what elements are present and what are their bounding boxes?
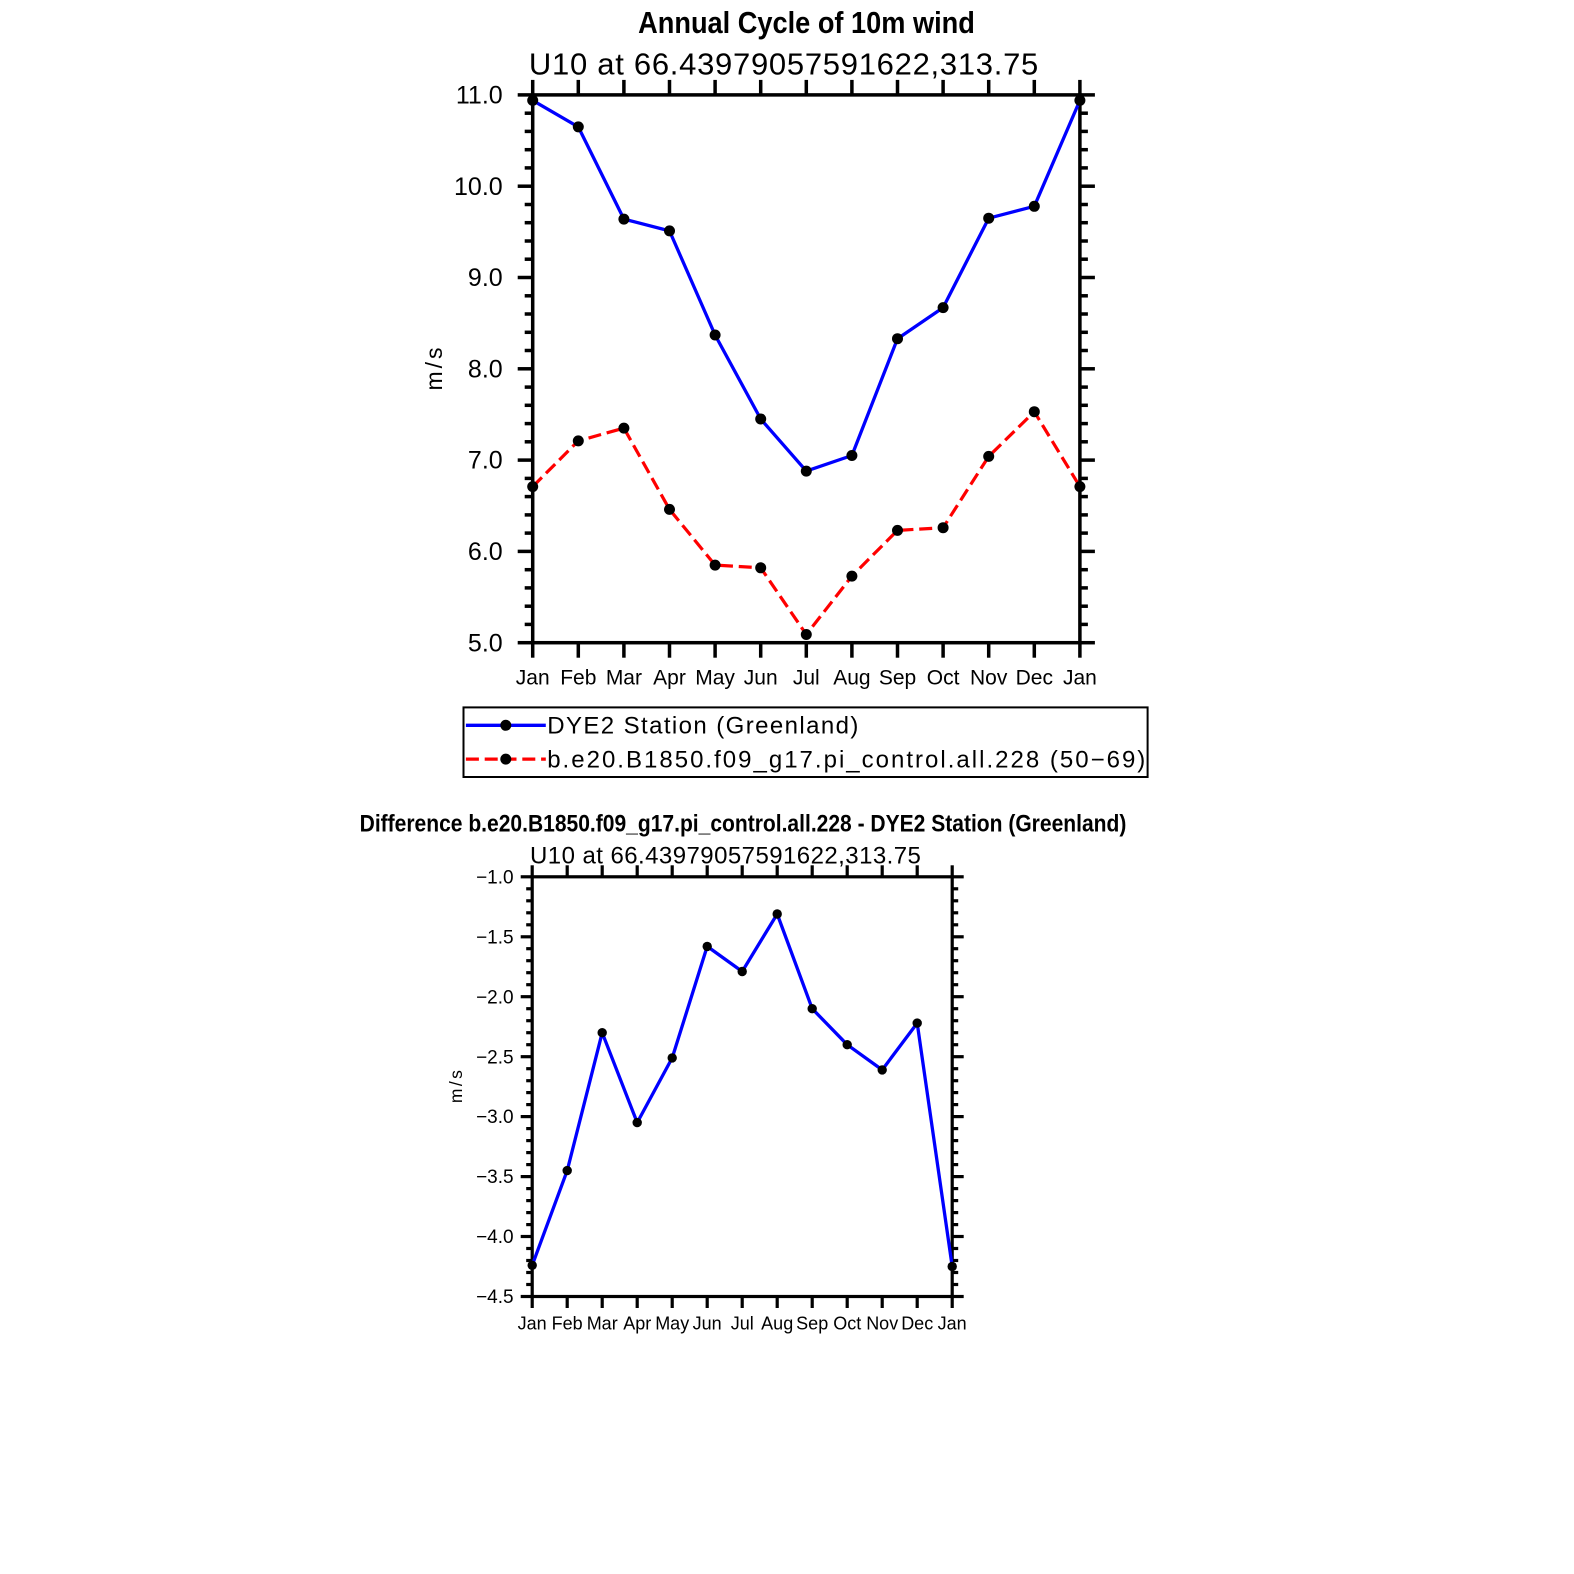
svg-text:Dec: Dec xyxy=(1016,667,1053,690)
svg-text:Difference b.e20.B1850.f09_g17: Difference b.e20.B1850.f09_g17.pi_contro… xyxy=(360,811,1127,838)
svg-text:5.0: 5.0 xyxy=(468,629,503,657)
svg-text:Aug: Aug xyxy=(761,1314,793,1334)
svg-text:Sep: Sep xyxy=(796,1314,828,1334)
svg-text:Jun: Jun xyxy=(693,1314,722,1334)
svg-text:U10 at 66.43979057591622,313: U10 at 66.43979057591622,313.75 xyxy=(529,47,1038,82)
svg-text:Jul: Jul xyxy=(731,1314,754,1334)
svg-text:Jan: Jan xyxy=(516,667,550,690)
svg-text:Apr: Apr xyxy=(623,1314,651,1334)
svg-text:Apr: Apr xyxy=(653,667,686,690)
svg-text:Mar: Mar xyxy=(606,667,642,690)
svg-text:m/s: m/s xyxy=(446,1070,466,1103)
svg-text:Jul: Jul xyxy=(793,667,820,690)
svg-text:Dec: Dec xyxy=(901,1314,933,1334)
svg-text:b.e20.B1850.f09_g17.pi_control: b.e20.B1850.f09_g17.pi_control.all.228 (… xyxy=(547,746,1145,773)
svg-text:Sep: Sep xyxy=(879,667,916,690)
svg-text:−3.5: −3.5 xyxy=(476,1167,514,1188)
svg-text:Jan: Jan xyxy=(938,1314,967,1334)
svg-text:Jan: Jan xyxy=(1063,667,1097,690)
svg-text:Annual Cycle of 10m wind: Annual Cycle of 10m wind xyxy=(638,5,975,40)
svg-text:Feb: Feb xyxy=(552,1314,583,1334)
svg-text:U10 at 66.43979057591622,313: U10 at 66.43979057591622,313.75 xyxy=(530,842,921,869)
svg-text:11.0: 11.0 xyxy=(456,82,503,110)
svg-text:−4.0: −4.0 xyxy=(476,1227,514,1248)
svg-text:−1.0: −1.0 xyxy=(476,867,514,888)
svg-text:Oct: Oct xyxy=(927,667,960,690)
svg-text:Feb: Feb xyxy=(560,667,596,690)
svg-text:m/s: m/s xyxy=(421,348,447,391)
svg-text:Jan: Jan xyxy=(518,1314,547,1334)
svg-text:8.0: 8.0 xyxy=(468,355,503,383)
svg-text:Oct: Oct xyxy=(833,1314,861,1334)
svg-text:−2.0: −2.0 xyxy=(476,987,514,1008)
svg-text:Jun: Jun xyxy=(744,667,778,690)
svg-text:−4.5: −4.5 xyxy=(476,1287,514,1308)
svg-text:May: May xyxy=(695,667,735,690)
svg-text:Mar: Mar xyxy=(587,1314,618,1334)
svg-text:Aug: Aug xyxy=(833,667,870,690)
svg-text:Nov: Nov xyxy=(970,667,1008,690)
svg-text:9.0: 9.0 xyxy=(468,264,503,292)
svg-text:10.0: 10.0 xyxy=(454,173,503,201)
svg-text:6.0: 6.0 xyxy=(468,538,503,566)
svg-text:−1.5: −1.5 xyxy=(476,927,514,948)
svg-text:DYE2 Station (Greenland): DYE2 Station (Greenland) xyxy=(547,713,858,740)
svg-text:7.0: 7.0 xyxy=(468,447,503,475)
svg-text:Nov: Nov xyxy=(866,1314,898,1334)
svg-text:−2.5: −2.5 xyxy=(476,1047,514,1068)
svg-text:May: May xyxy=(655,1314,689,1334)
svg-text:−3.0: −3.0 xyxy=(476,1107,514,1128)
